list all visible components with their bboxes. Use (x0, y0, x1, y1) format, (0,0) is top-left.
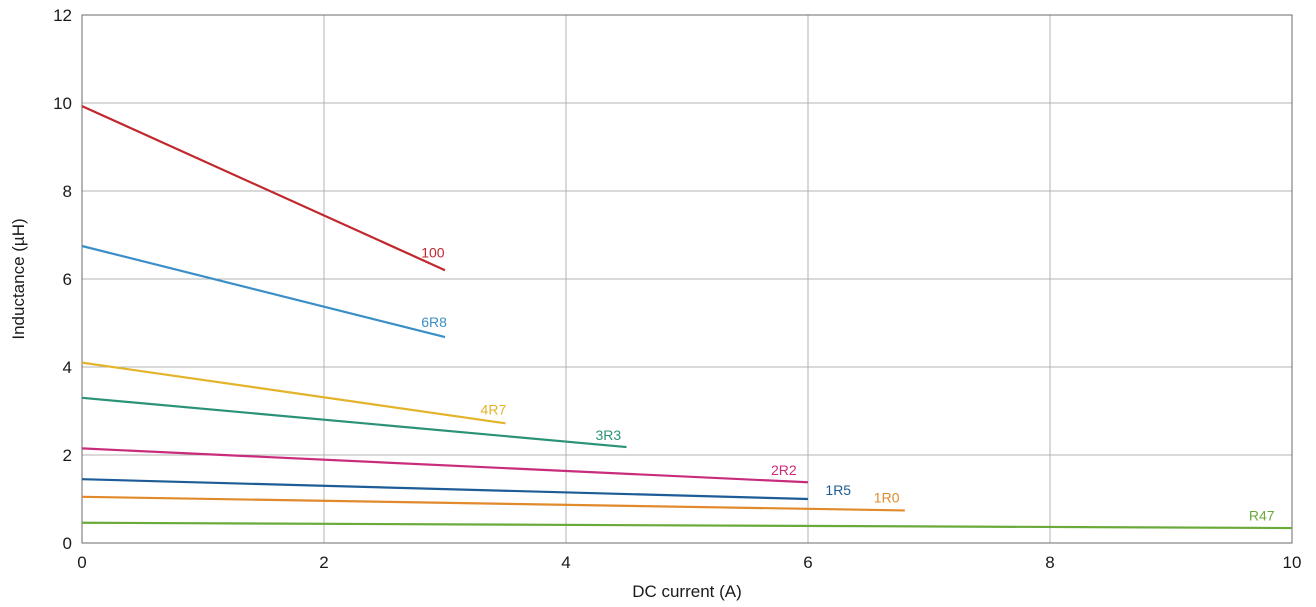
x-tick-label: 0 (77, 553, 86, 572)
series-line-3r3 (81, 396, 627, 449)
plot-frame (81, 14, 1293, 544)
x-tick-label: 10 (1283, 553, 1302, 572)
series-label-6r8: 6R8 (421, 314, 447, 330)
y-axis-ticks: 0 2 4 6 8 10 12 (53, 6, 72, 553)
x-tick-label: 6 (803, 553, 812, 572)
series-label-1r5: 1R5 (825, 482, 851, 498)
series-label-1r0: 1R0 (874, 490, 900, 506)
series-label-3r3: 3R3 (596, 427, 622, 443)
series-line-4r7 (81, 361, 506, 425)
x-tick-label: 8 (1045, 553, 1054, 572)
y-tick-label: 2 (63, 446, 72, 465)
series-label-r47: R47 (1249, 508, 1275, 524)
series-labels: 100 6R8 4R7 3R3 2R2 1R5 1R0 R47 (421, 245, 1275, 524)
grid (81, 14, 1293, 544)
series-label-4r7: 4R7 (481, 402, 507, 418)
series-lines (81, 105, 1293, 530)
x-axis-title: DC current (A) (632, 582, 742, 601)
y-axis-title: Inductance (µH) (9, 218, 28, 339)
series-label-100: 100 (421, 245, 445, 261)
y-tick-label: 4 (63, 358, 72, 377)
x-tick-label: 4 (561, 553, 570, 572)
series-line-1r5 (81, 478, 809, 501)
x-axis-ticks: 0 2 4 6 8 10 (77, 553, 1301, 572)
y-tick-label: 10 (53, 94, 72, 113)
y-tick-label: 12 (53, 6, 72, 25)
x-tick-label: 2 (319, 553, 328, 572)
y-tick-label: 6 (63, 270, 72, 289)
series-line-2r2 (81, 447, 809, 484)
y-tick-label: 0 (63, 534, 72, 553)
series-line-1r0 (81, 495, 905, 512)
series-line-r47 (81, 521, 1293, 530)
series-label-2r2: 2R2 (771, 462, 797, 478)
y-tick-label: 8 (63, 182, 72, 201)
series-line-6r8 (81, 244, 446, 339)
series-line-100 (81, 105, 446, 272)
